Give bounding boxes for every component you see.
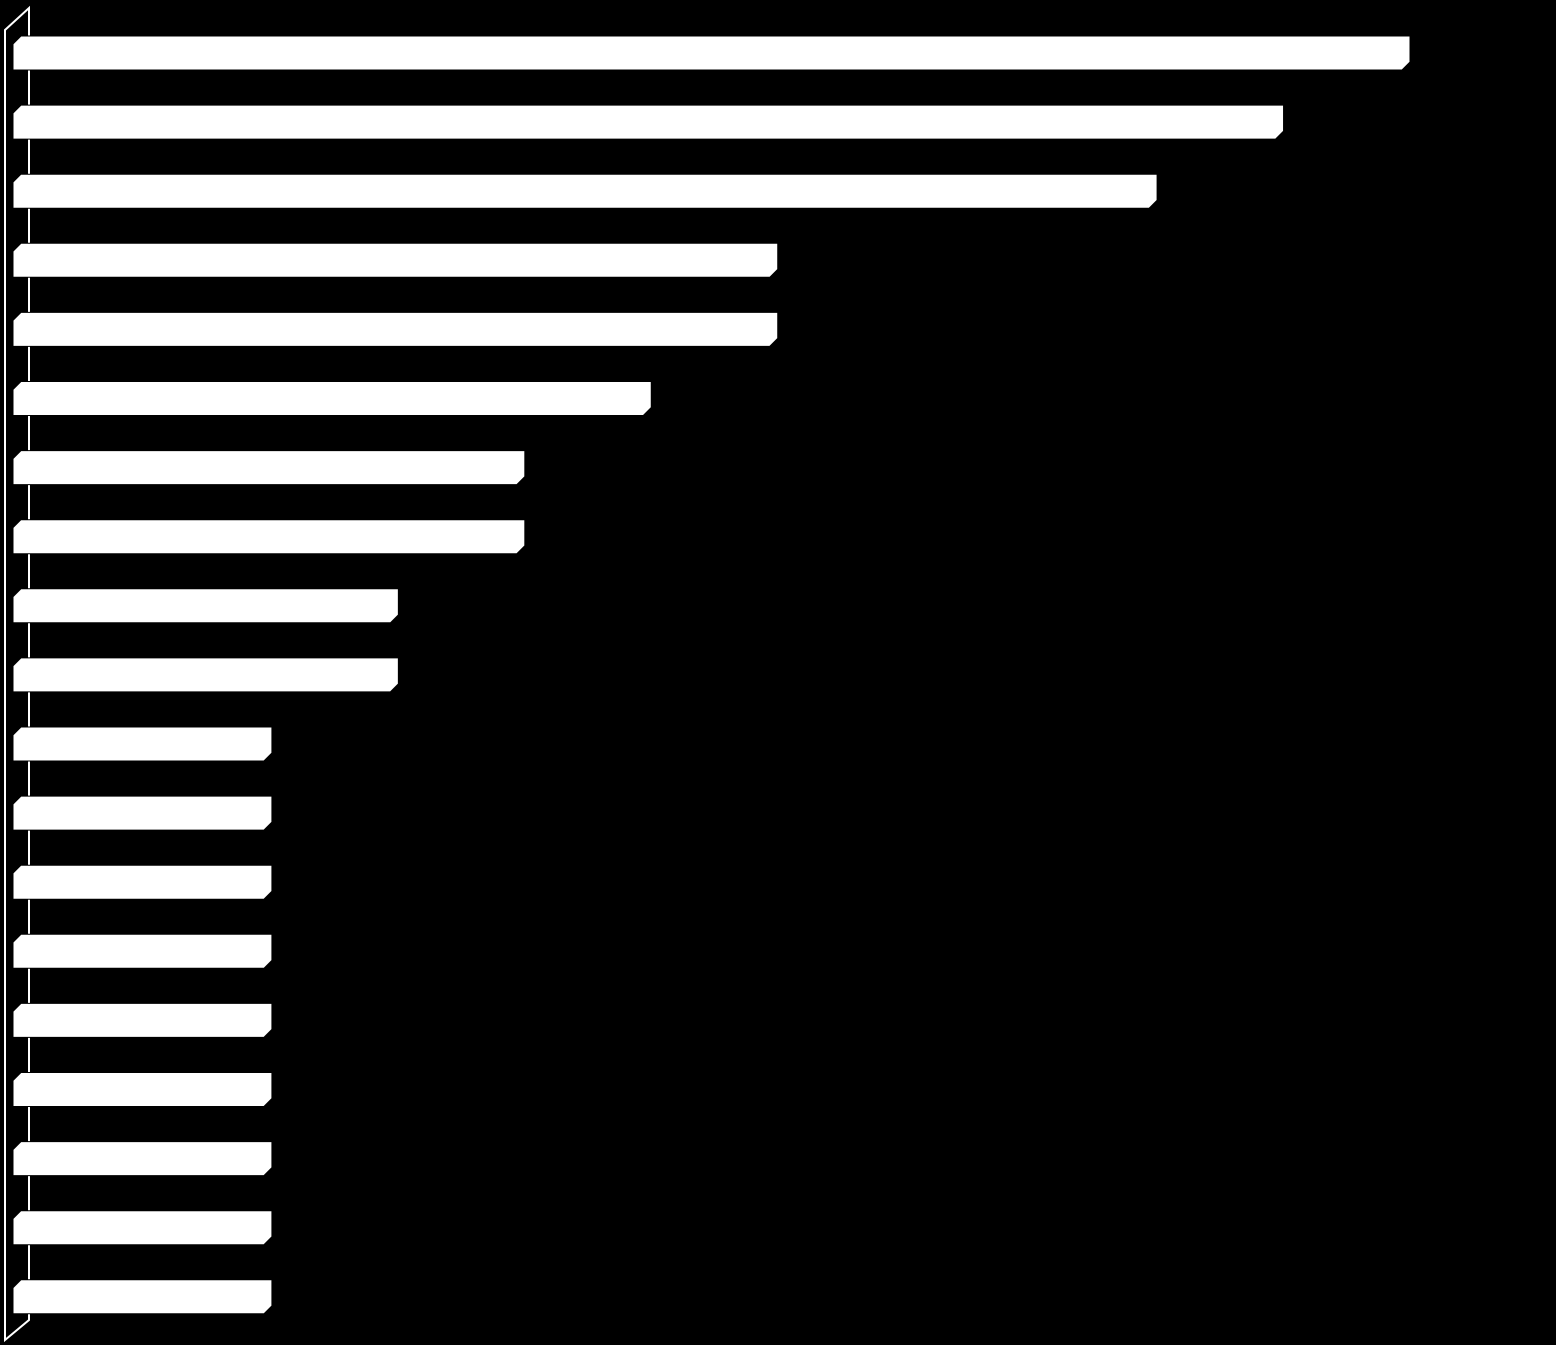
bar	[12, 450, 526, 486]
bar	[12, 588, 399, 624]
bar	[12, 35, 1411, 71]
bar	[12, 1072, 273, 1107]
bar	[12, 1002, 273, 1038]
axis-wall	[4, 5, 30, 1343]
bar	[12, 519, 526, 555]
bar	[12, 933, 273, 969]
bar	[12, 1210, 273, 1246]
bar	[12, 104, 1285, 140]
bar	[12, 726, 273, 762]
bar	[12, 657, 399, 693]
bar	[12, 311, 779, 347]
bar	[12, 1279, 273, 1315]
bar	[12, 381, 652, 416]
bar	[12, 864, 273, 900]
bar	[12, 795, 273, 831]
bar	[12, 242, 779, 278]
bar	[12, 1141, 273, 1177]
bar	[12, 173, 1158, 209]
